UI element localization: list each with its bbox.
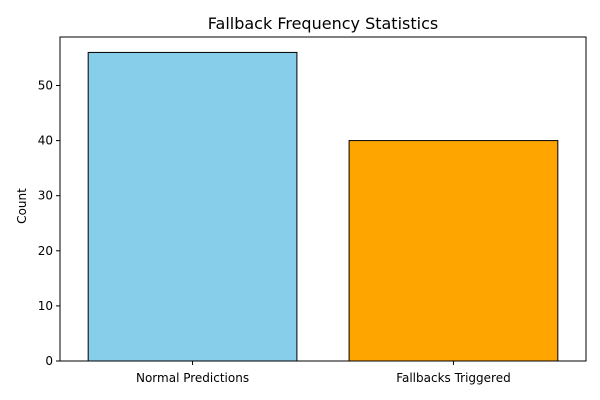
bars-layer: [87, 51, 559, 362]
chart-title: Fallback Frequency Statistics: [208, 14, 438, 33]
y-tick-label: 10: [38, 299, 53, 313]
y-tick-label: 50: [38, 78, 53, 92]
y-tick-label: 40: [38, 134, 53, 148]
x-tick-label: Fallbacks Triggered: [396, 371, 511, 385]
y-tick-label: 0: [45, 354, 53, 368]
y-ticks-layer: 0 10 20 30 40 50: [38, 78, 60, 368]
x-ticks-layer: Normal Predictions Fallbacks Triggered: [136, 361, 511, 385]
bar-normal-predictions: [87, 51, 298, 362]
y-axis-label: Count: [15, 188, 29, 224]
x-tick-label: Normal Predictions: [136, 371, 249, 385]
y-tick-label: 20: [38, 244, 53, 258]
plot-frame: [59, 36, 587, 362]
bar-fallbacks-triggered: [348, 140, 559, 362]
y-tick-label: 30: [38, 189, 53, 203]
